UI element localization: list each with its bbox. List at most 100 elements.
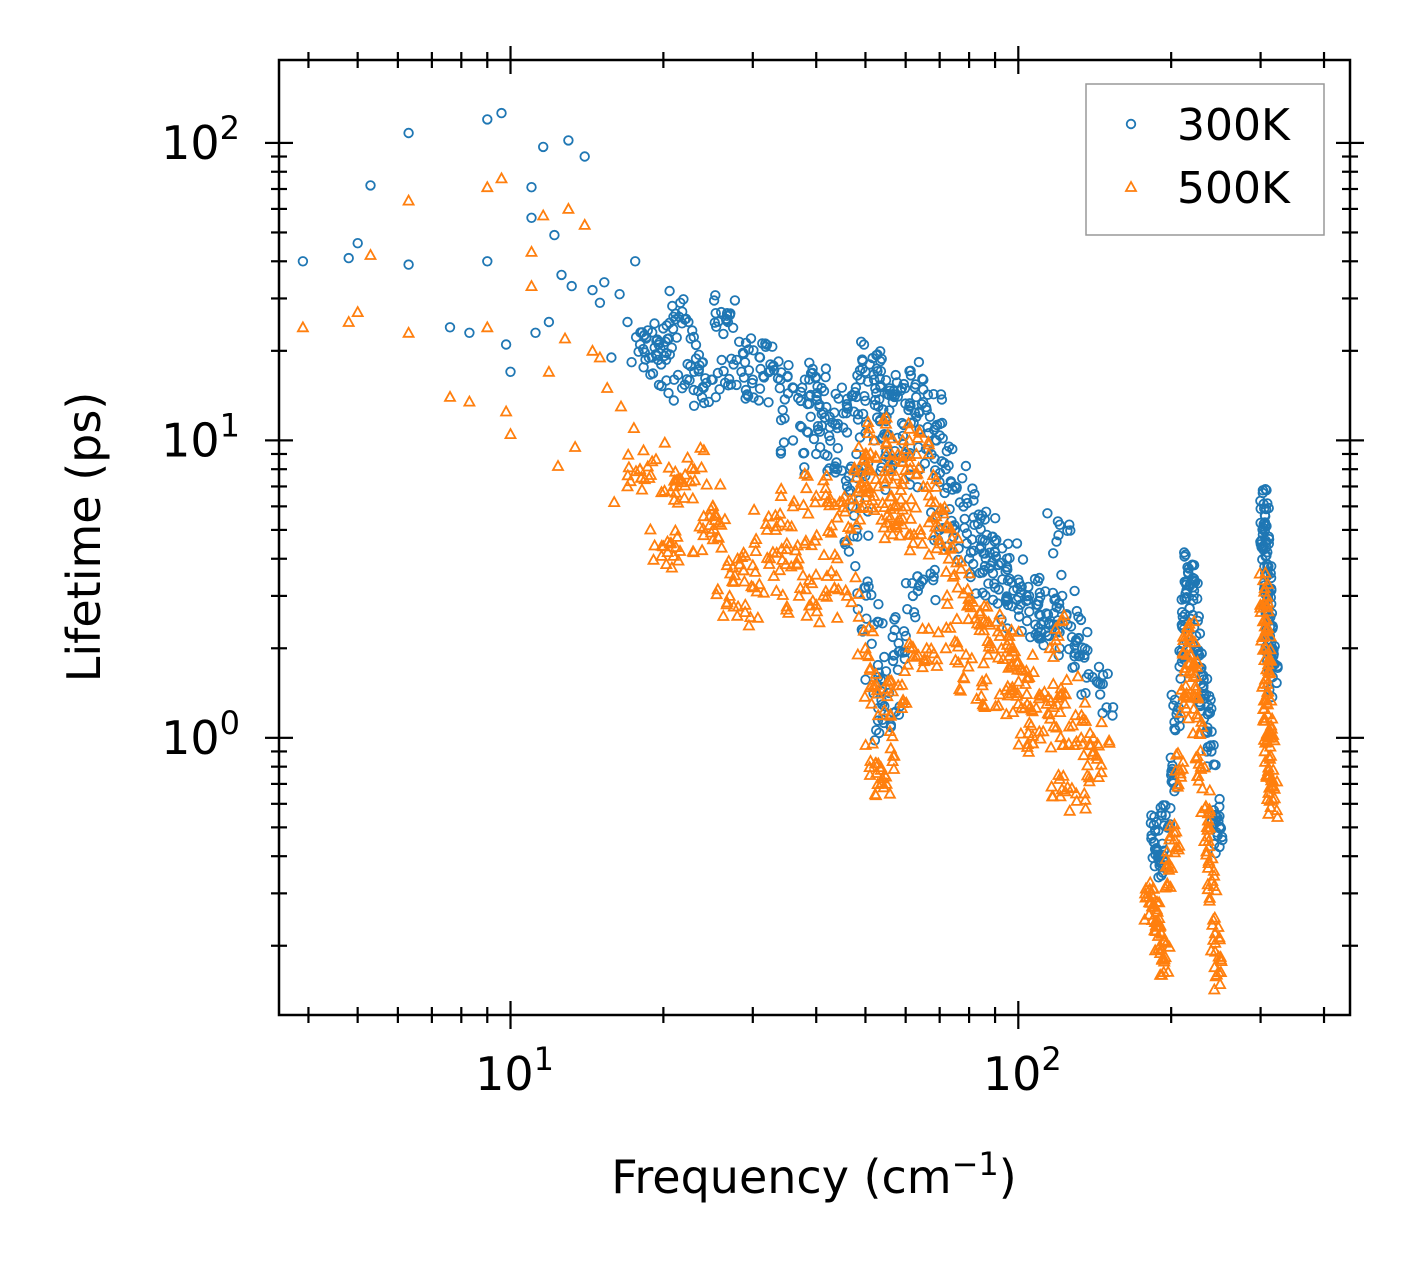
point-300k: [1017, 554, 1029, 565]
point-300k: [979, 564, 990, 576]
point-300k: [953, 543, 964, 554]
point-300k: [814, 426, 826, 437]
point-300k: [890, 369, 901, 381]
point-300k: [662, 333, 673, 345]
point-300k: [1070, 634, 1082, 646]
point-300k: [1075, 614, 1087, 626]
point-500k: [922, 621, 936, 634]
point-500k: [1079, 714, 1093, 726]
point-500k: [874, 760, 888, 772]
point-300k: [975, 534, 986, 545]
point-500k: [768, 508, 782, 521]
point-500k: [695, 543, 709, 556]
point-300k: [872, 659, 884, 671]
point-500k: [614, 399, 628, 412]
plot-frame: [277, 58, 1352, 1017]
point-300k: [403, 259, 414, 270]
point-300k: [1102, 668, 1113, 680]
point-300k: [656, 380, 667, 392]
point-500k: [898, 442, 912, 455]
point-300k: [880, 666, 892, 677]
point-500k: [951, 580, 965, 593]
point-500k: [1186, 726, 1200, 739]
point-500k: [852, 609, 866, 622]
point-500k: [654, 485, 669, 498]
legend-item-500K: 500K: [1124, 163, 1291, 214]
point-300k: [957, 473, 968, 484]
point-500k: [877, 703, 891, 716]
point-500k: [986, 641, 1000, 654]
point-500k: [1036, 724, 1050, 737]
point-300k: [1072, 633, 1084, 644]
point-300k: [1073, 611, 1084, 623]
point-300k: [1213, 815, 1224, 827]
point-500k: [1256, 643, 1270, 655]
point-300k: [670, 308, 681, 320]
point-500k: [636, 443, 651, 456]
point-300k: [1257, 487, 1269, 499]
point-500k: [809, 567, 823, 580]
point-300k: [857, 408, 869, 420]
point-500k: [869, 667, 883, 679]
point-500k: [1189, 669, 1203, 681]
point-300k: [1053, 530, 1064, 541]
point-300k: [626, 357, 637, 368]
point-500k: [959, 647, 973, 660]
point-300k: [482, 114, 493, 125]
point-500k: [954, 561, 968, 574]
point-500k: [773, 563, 787, 576]
point-500k: [785, 519, 799, 532]
point-300k: [804, 374, 815, 385]
point-500k: [1012, 737, 1026, 750]
point-500k: [1262, 750, 1276, 762]
point-500k: [1197, 834, 1211, 846]
point-500k: [665, 560, 679, 573]
point-500k: [751, 610, 765, 623]
point-300k: [682, 358, 693, 370]
point-300k: [743, 390, 754, 402]
point-500k: [810, 528, 824, 541]
point-500k: [1174, 769, 1188, 782]
point-500k: [1004, 623, 1018, 635]
point-500k: [871, 777, 885, 789]
point-300k: [482, 256, 493, 267]
point-300k: [879, 700, 890, 712]
point-500k: [551, 459, 565, 471]
point-500k: [1005, 657, 1019, 670]
point-500k: [831, 582, 845, 595]
point-500k: [1060, 673, 1074, 685]
point-500k: [1020, 671, 1034, 684]
point-500k: [940, 597, 954, 609]
point-300k: [818, 385, 830, 397]
point-500k: [722, 554, 736, 566]
point-300k: [774, 383, 786, 394]
point-500k: [767, 569, 781, 581]
point-500k: [669, 540, 683, 552]
point-500k: [979, 672, 993, 685]
point-300k: [799, 374, 811, 385]
point-500k: [1006, 705, 1020, 717]
point-500k: [929, 480, 943, 492]
point-500k: [1065, 781, 1079, 794]
point-500k: [939, 641, 953, 654]
tick-labels-layer: 101 102 100 101 102: [161, 109, 1062, 1101]
point-500k: [1049, 720, 1064, 733]
point-500k: [1021, 737, 1035, 749]
point-500k: [704, 525, 718, 538]
point-500k: [769, 523, 783, 535]
point-500k: [1026, 665, 1041, 677]
point-500k: [1207, 864, 1221, 876]
point-500k: [928, 495, 942, 508]
point-300k: [723, 373, 735, 385]
point-500k: [1071, 669, 1085, 682]
legend-circle-marker: [1125, 118, 1137, 130]
point-500k: [668, 523, 682, 536]
point-300k: [710, 290, 721, 301]
point-500k: [875, 775, 889, 788]
point-500k: [1169, 763, 1183, 776]
point-500k: [780, 536, 794, 549]
point-300k: [690, 339, 702, 351]
point-300k: [647, 368, 659, 379]
point-300k: [887, 397, 899, 408]
point-300k: [703, 396, 715, 408]
